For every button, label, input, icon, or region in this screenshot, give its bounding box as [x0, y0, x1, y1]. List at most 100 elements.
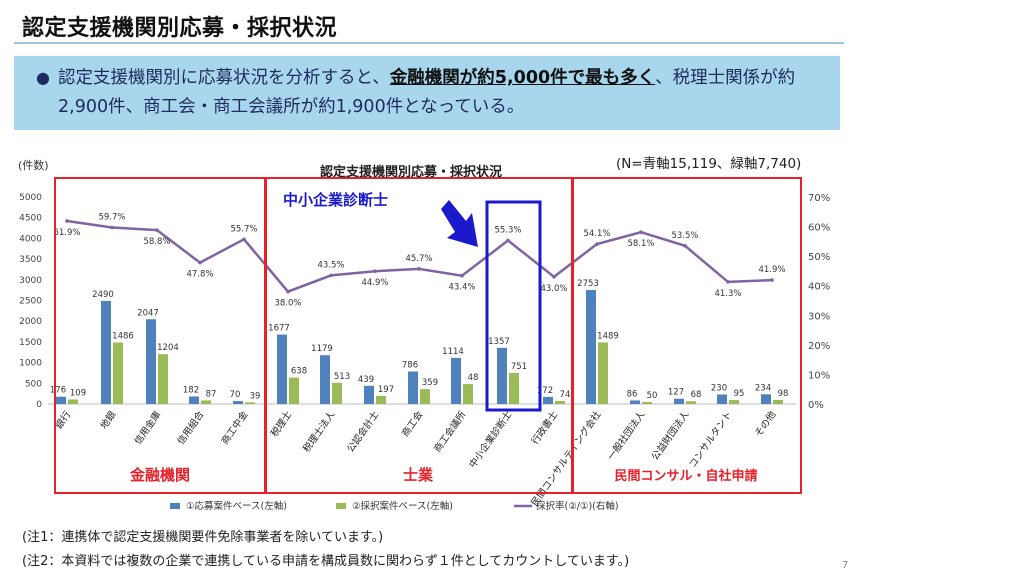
y-left-tick-label: 4000 — [19, 234, 42, 244]
category-label: 商工会 — [399, 408, 425, 439]
y-left-tick-label: 1000 — [19, 359, 42, 369]
bar-adopted-label: 50 — [647, 391, 658, 401]
bar-applications-label: 127 — [668, 388, 684, 398]
bar-adopted — [332, 382, 342, 404]
adoption-rate-point — [198, 260, 202, 265]
category-label: 一般社団法人 — [605, 408, 648, 462]
y-left-tick-label: 0 — [36, 400, 42, 410]
y-right-tick-label: 30% — [808, 311, 830, 322]
bar-applications-label: 1677 — [268, 324, 290, 334]
bar-adopted-label: 1486 — [112, 331, 134, 341]
adoption-rate-label: 58.1% — [627, 239, 654, 249]
adoption-rate-label: 41.9% — [758, 265, 785, 275]
bar-applications-label: 230 — [711, 383, 727, 393]
bar-adopted — [773, 399, 783, 404]
bar-applications — [320, 355, 330, 404]
adoption-rate-point — [242, 237, 246, 242]
legend-label: 採択率(②/①)(右軸) — [536, 500, 619, 512]
adoption-rate-point — [329, 273, 333, 278]
bar-adopted-label: 95 — [734, 389, 745, 399]
adoption-rate-label: 43.0% — [540, 284, 567, 294]
bar-adopted — [598, 342, 608, 404]
bar-adopted-label: 1489 — [597, 331, 619, 341]
bar-applications-label: 172 — [537, 386, 553, 396]
bar-applications-label: 1179 — [311, 344, 333, 354]
bar-adopted-label: 87 — [206, 389, 217, 399]
bar-applications-label: 1357 — [488, 337, 510, 347]
bar-adopted — [68, 399, 78, 404]
adoption-rate-label: 61.9% — [53, 228, 80, 238]
adoption-rate-point — [110, 225, 114, 230]
bar-applications-label: 176 — [50, 386, 66, 396]
legend-label: ②採択案件ベース(左軸) — [352, 500, 453, 512]
bar-adopted-label: 1204 — [157, 343, 179, 353]
bar-adopted — [158, 354, 168, 404]
bar-adopted — [509, 372, 519, 404]
y-right-tick-label: 40% — [808, 282, 830, 293]
bar-applications — [233, 401, 243, 404]
bar-adopted — [201, 400, 211, 404]
page-title: 認定支援機関別応募・採択状況 — [22, 16, 338, 41]
bar-applications-label: 86 — [627, 389, 638, 399]
adoption-rate-label: 59.7% — [98, 212, 125, 222]
adoption-rate-point — [506, 238, 510, 243]
annotation-label: 中小企業診断士 — [283, 191, 388, 209]
summary-box: ● 認定支援機関別に応募状況を分析すると、金融機関が約5,000件で最も多く、税… — [14, 56, 840, 130]
bar-adopted — [463, 384, 473, 404]
adoption-rate-point — [770, 278, 774, 282]
adoption-rate-point — [639, 230, 643, 234]
bar-applications — [674, 398, 684, 404]
adoption-rate-point — [683, 243, 687, 248]
bar-adopted-label: 197 — [378, 385, 394, 395]
adoption-rate-point — [552, 275, 556, 279]
adoption-rate-point — [417, 267, 421, 271]
y-right-tick-label: 60% — [808, 223, 830, 234]
y-right-tick-label: 20% — [808, 341, 830, 352]
bar-applications — [630, 400, 640, 404]
adoption-rate-label: 55.7% — [230, 224, 257, 234]
bar-applications — [717, 394, 727, 404]
y-left-tick-label: 2500 — [19, 297, 42, 307]
bar-adopted — [245, 402, 255, 404]
y-left-tick-label: 1500 — [19, 338, 42, 348]
bar-adopted — [686, 401, 696, 404]
adoption-rate-label: 44.9% — [361, 278, 388, 288]
legend-label: ①応募案件ベース(左軸) — [186, 500, 287, 512]
bar-adopted-label: 74 — [560, 390, 571, 400]
bar-applications-label: 1114 — [442, 347, 464, 357]
bar-applications — [364, 385, 374, 404]
bar-applications — [451, 357, 461, 404]
category-label: 税理士 — [268, 408, 294, 439]
summary-part1: 認定支援機関別に応募状況を分析すると、 — [58, 68, 390, 88]
bar-adopted-label: 109 — [70, 388, 86, 398]
bar-applications-label: 2490 — [92, 290, 114, 300]
bar-applications — [586, 290, 596, 404]
bar-applications-label: 786 — [402, 360, 418, 370]
chart-title: 認定支援機関別応募・採択状況 — [320, 165, 503, 180]
group-label: 士業 — [403, 466, 434, 484]
category-label: コンサルタント — [687, 409, 734, 470]
bar-adopted-label: 48 — [468, 373, 479, 383]
bar-applications-label: 234 — [755, 383, 771, 393]
bar-applications — [497, 347, 507, 404]
highlight-box — [485, 200, 542, 412]
legend-swatch — [336, 503, 346, 509]
bar-applications — [146, 319, 156, 404]
category-label: 公益財団法人 — [649, 408, 692, 462]
adoption-rate-point — [65, 219, 69, 223]
y-right-tick-label: 0% — [808, 400, 824, 411]
y-left-tick-label: 3500 — [19, 255, 42, 265]
bar-applications — [56, 396, 66, 404]
bar-applications-label: 182 — [183, 385, 199, 395]
adoption-rate-label: 43.5% — [317, 260, 344, 270]
adoption-rate-label: 45.7% — [405, 254, 432, 264]
bar-adopted — [289, 377, 299, 404]
adoption-rate-point — [373, 269, 377, 274]
category-label: 税理士法人 — [300, 408, 337, 454]
category-label: その他 — [752, 408, 778, 439]
y-right-tick-label: 50% — [808, 252, 830, 263]
adoption-rate-label: 38.0% — [274, 299, 301, 309]
bar-adopted-label: 751 — [511, 362, 527, 372]
y-left-tick-label: 2000 — [19, 317, 42, 327]
